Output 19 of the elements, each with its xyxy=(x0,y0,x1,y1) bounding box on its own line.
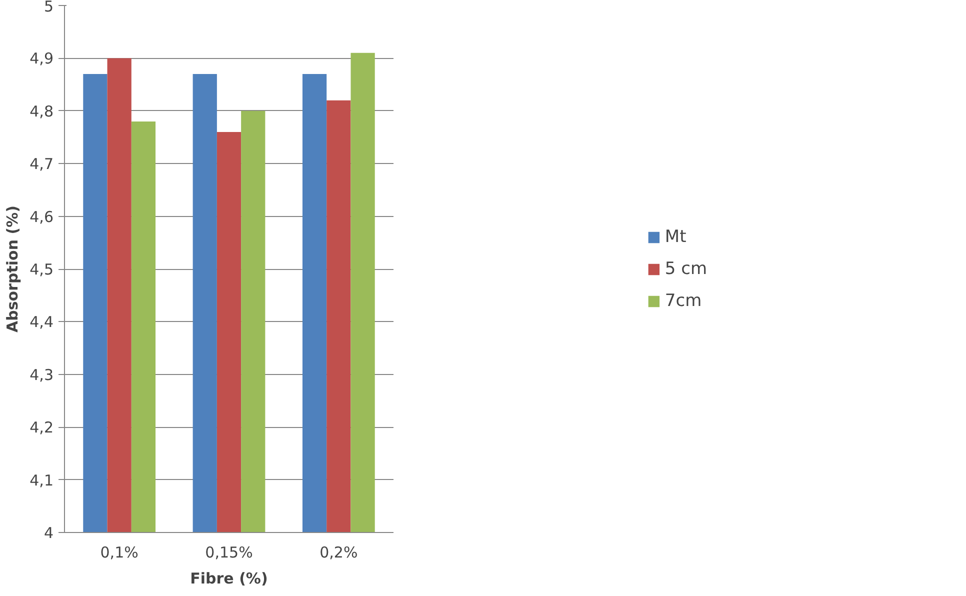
y-axis-title: Absorption (%) xyxy=(4,206,22,332)
y-tick-label: 4,3 xyxy=(30,366,54,384)
x-axis-title: Fibre (%) xyxy=(190,570,268,588)
legend-label: Mt xyxy=(664,226,686,246)
y-tick-label: 4,6 xyxy=(30,208,54,226)
y-tick-label: 4,2 xyxy=(30,418,54,437)
y-tick-label: 4,8 xyxy=(30,102,54,120)
y-tick-label: 4,4 xyxy=(30,313,54,332)
y-tick-label: 4,7 xyxy=(30,155,54,174)
legend-label: 5 cm xyxy=(664,258,708,278)
y-tick-label: 4,1 xyxy=(30,471,54,490)
y-tick-label: 4,5 xyxy=(30,260,54,278)
y-tick-label: 4 xyxy=(44,524,54,542)
y-tick-label: 4,9 xyxy=(30,50,54,68)
x-tick-label: 0,2% xyxy=(320,544,358,562)
y-tick-label: 5 xyxy=(44,0,54,16)
legend-label: 7cm xyxy=(664,290,702,310)
x-tick-label: 0,15% xyxy=(205,544,253,562)
x-tick-label: 0,1% xyxy=(100,544,138,562)
